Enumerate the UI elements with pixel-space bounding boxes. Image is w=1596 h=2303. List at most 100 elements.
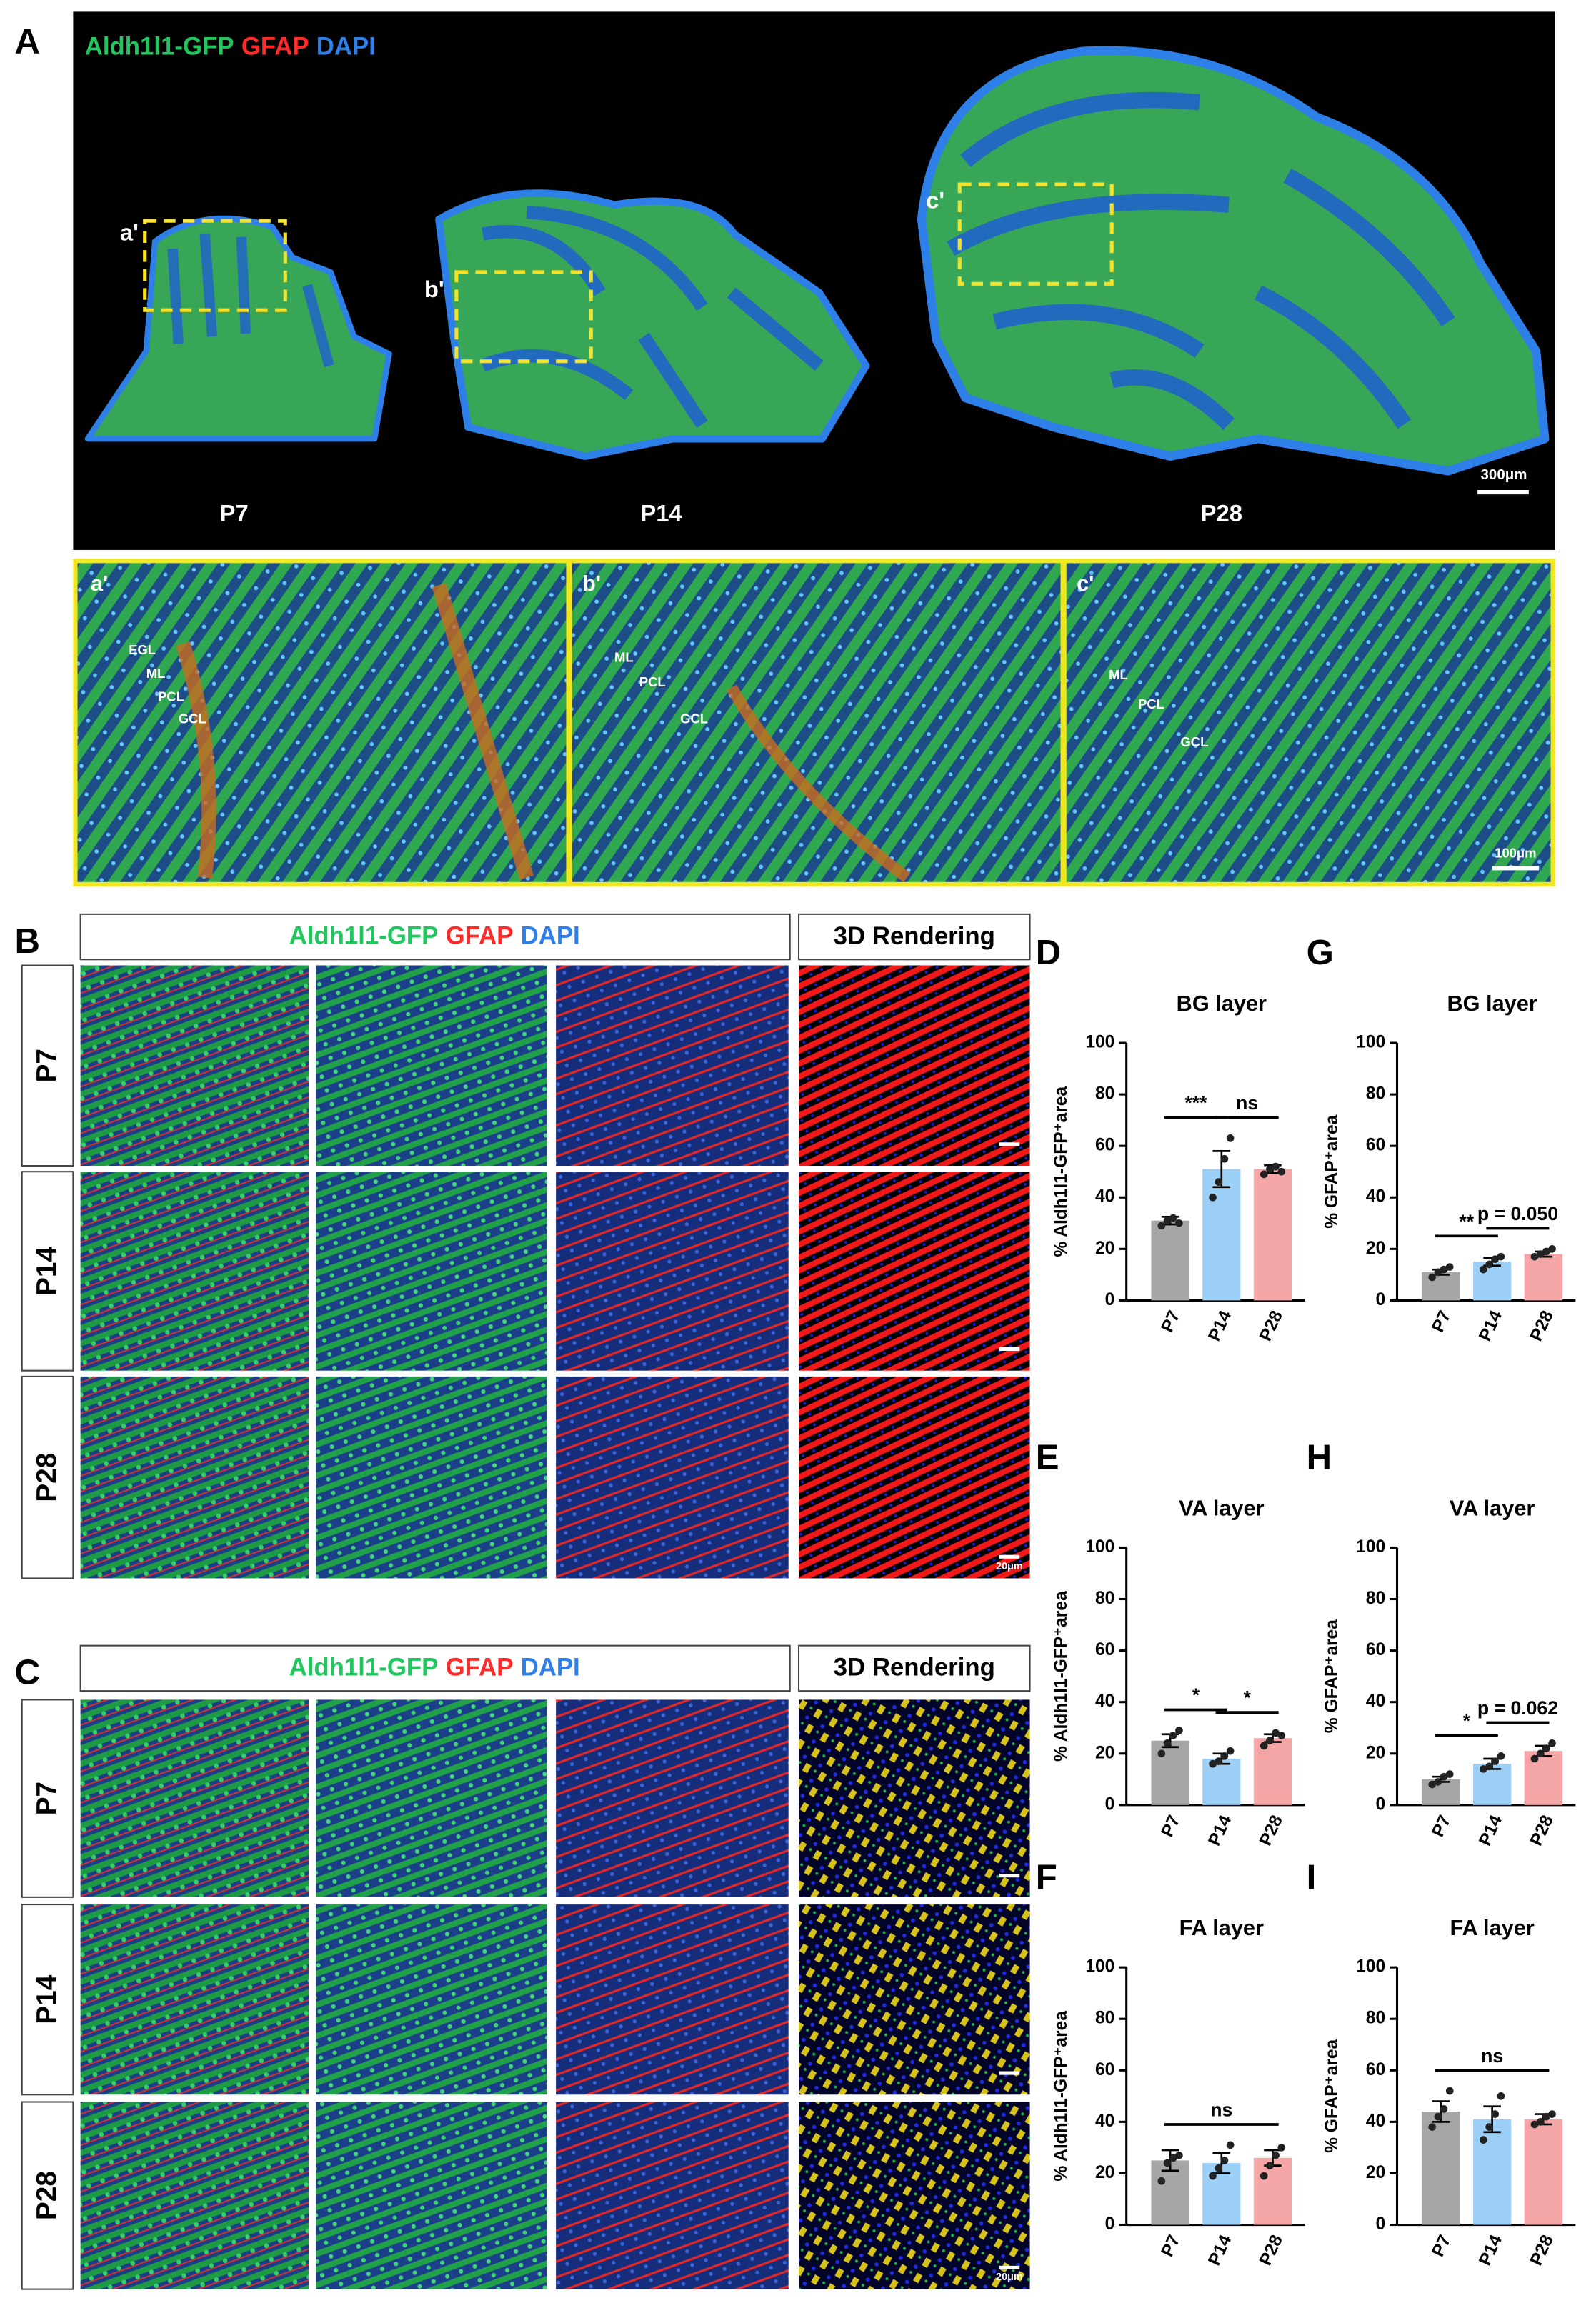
x-tick-label: P14: [1475, 2232, 1506, 2268]
data-point: [1266, 2162, 1274, 2169]
data-point: [1445, 2087, 1454, 2095]
y-tick-label: 20: [1095, 1743, 1114, 1762]
y-tick-label: 20: [1366, 1743, 1385, 1762]
panel-label: H: [1307, 1439, 1332, 1477]
data-point: [1485, 2123, 1493, 2131]
age-label: P28: [31, 2171, 62, 2220]
y-axis-label: % Aldh1l1-GFP⁺area: [1052, 1591, 1071, 1762]
y-tick-label: 20: [1095, 1239, 1114, 1258]
row-label-box: [21, 1904, 74, 2096]
y-tick-label: 80: [1095, 2009, 1114, 2028]
layer-label: ML: [614, 649, 634, 664]
inset-image: [77, 563, 567, 882]
x-tick-label: P28: [1256, 2232, 1287, 2269]
data-point: [1226, 2141, 1235, 2149]
micrograph: [556, 965, 789, 1167]
data-point: [1497, 1752, 1505, 1760]
data-point: [1163, 1217, 1172, 1225]
bar: [1472, 1262, 1512, 1301]
data-point: [1175, 1219, 1183, 1227]
micrograph: [80, 965, 309, 1167]
y-axis-label: % Aldh1l1-GFP⁺area: [1052, 2011, 1071, 2182]
y-tick-label: 40: [1095, 1692, 1114, 1711]
stain-name: GFAP: [446, 1654, 514, 1682]
data-point: [1536, 1749, 1545, 1758]
x-tick-label: P28: [1527, 1812, 1557, 1849]
y-tick-label: 20: [1366, 1239, 1385, 1258]
micrograph: [799, 1376, 1030, 1579]
bar: [1422, 2111, 1460, 2225]
y-tick-label: 80: [1366, 2009, 1385, 2028]
x-tick-label: P14: [1205, 2232, 1235, 2268]
data-point: [1491, 1757, 1500, 1765]
data-point: [1445, 1770, 1454, 1778]
stain-name: GFAP: [241, 33, 309, 61]
y-tick-label: 100: [1085, 1537, 1114, 1557]
micrograph: [799, 1172, 1030, 1371]
y-axis-label: % GFAP⁺area: [1322, 2039, 1342, 2152]
age-label: P14: [31, 1974, 62, 2024]
micrograph: [316, 1376, 547, 1579]
panel-label: I: [1307, 1858, 1317, 1897]
bar: [1472, 1764, 1512, 1805]
y-tick-label: 40: [1366, 1692, 1385, 1711]
layer-label: GCL: [179, 711, 206, 726]
micrograph: [556, 2102, 789, 2289]
section-p7: [84, 215, 392, 442]
inset-image: [1066, 563, 1551, 882]
y-tick-label: 0: [1105, 1794, 1115, 1814]
scale-bar-label: 20μm: [996, 2272, 1022, 2283]
significance-label: *: [1192, 1684, 1200, 1706]
age-label: P7: [220, 499, 249, 526]
y-tick-label: 80: [1366, 1589, 1385, 1608]
layer-label: ML: [146, 666, 166, 681]
y-tick-label: 0: [1105, 2214, 1115, 2234]
inset-box: [454, 270, 593, 364]
data-point: [1480, 2136, 1487, 2144]
layer-label: PCL: [158, 689, 184, 704]
panel-label: C: [14, 1654, 39, 1692]
section-p14: [435, 189, 870, 461]
data-point: [1215, 1757, 1223, 1765]
data-point: [1209, 1193, 1217, 1202]
data-point: [1266, 1165, 1274, 1173]
data-point: [1548, 1739, 1556, 1747]
y-axis-label: % GFAP⁺area: [1322, 1114, 1342, 1228]
layer-label: GCL: [680, 711, 708, 726]
y-tick-label: 40: [1095, 1187, 1114, 1207]
y-tick-label: 40: [1095, 2112, 1114, 2131]
significance-label: ns: [1210, 2099, 1232, 2121]
data-point: [1272, 2151, 1280, 2159]
micrograph: [316, 1172, 547, 1371]
inset-texture: [176, 583, 534, 880]
data-point: [1536, 2118, 1545, 2126]
data-point: [1169, 1732, 1177, 1739]
data-point: [1157, 2177, 1166, 2185]
data-point: [1485, 1762, 1493, 1771]
scale-bar: [999, 2265, 1020, 2269]
significance-label: ns: [1236, 1092, 1258, 1114]
bar: [1472, 2119, 1512, 2225]
stain-name: DAPI: [521, 1654, 580, 1682]
y-tick-label: 100: [1356, 1033, 1385, 1052]
x-tick-label: P14: [1205, 1812, 1235, 1849]
data-point: [1220, 1752, 1229, 1760]
chart-title: FA layer: [1450, 1915, 1534, 1940]
bar: [1253, 1169, 1292, 1301]
bar: [1524, 2119, 1562, 2225]
age-label: P7: [31, 1782, 62, 1816]
layer-label: PCL: [1138, 696, 1164, 711]
data-point: [1226, 1134, 1235, 1142]
x-tick-label: P14: [1205, 1307, 1235, 1344]
data-point: [1428, 1780, 1436, 1789]
panel-label: G: [1307, 934, 1334, 972]
header-box: [798, 1644, 1031, 1692]
data-point: [1169, 2154, 1177, 2162]
panel-label: D: [1036, 934, 1061, 972]
micrograph: [80, 1699, 309, 1897]
y-tick-label: 0: [1105, 1290, 1115, 1309]
data-point: [1485, 1260, 1493, 1269]
age-label: P28: [1201, 499, 1242, 526]
y-tick-label: 40: [1366, 2112, 1385, 2131]
